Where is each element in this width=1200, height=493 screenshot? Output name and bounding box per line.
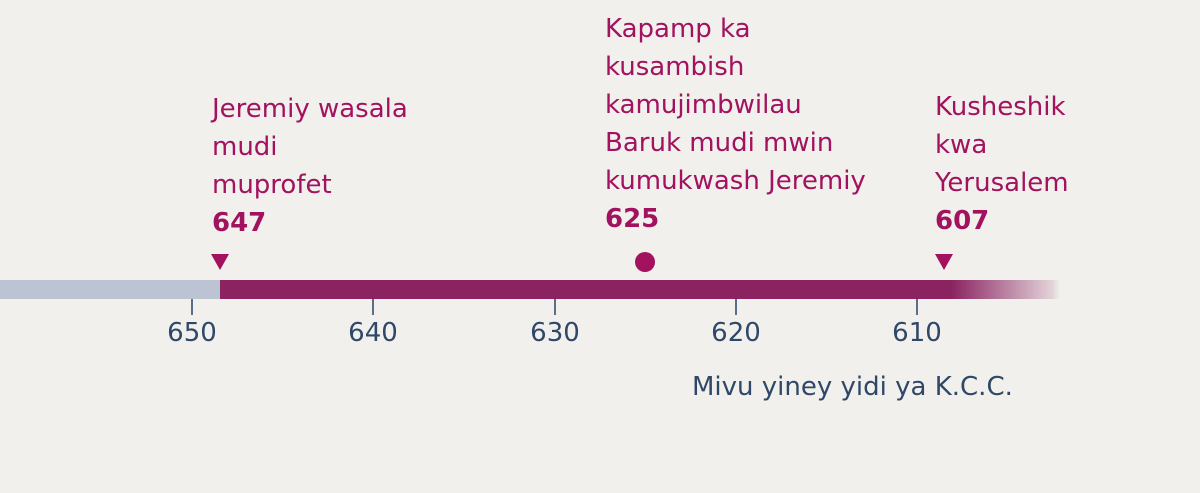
axis-tick <box>372 299 374 315</box>
event-baruch: Kapamp ka kusambish kamujimbwilau Baruk … <box>605 10 866 238</box>
event-year: 607 <box>935 206 990 236</box>
dot-marker-icon <box>635 252 655 272</box>
tick-label: 620 <box>711 318 761 348</box>
axis-tick <box>554 299 556 315</box>
tick-label: 610 <box>892 318 942 348</box>
tick-label: 640 <box>348 318 398 348</box>
event-jerusalem-destruction: Kusheshik kwa Yerusalem 607 <box>935 88 1069 240</box>
axis-tick <box>916 299 918 315</box>
axis-caption: Mivu yiney yidi ya K.C.C. <box>692 372 1013 402</box>
triangle-marker-icon <box>211 254 229 270</box>
timeline-bar-period <box>220 280 1060 299</box>
timeline-bar-before <box>0 280 220 299</box>
axis-tick <box>191 299 193 315</box>
triangle-marker-icon <box>935 254 953 270</box>
event-jeremiah-prophet: Jeremiy wasala mudi muprofet 647 <box>212 90 408 242</box>
event-label: Kusheshik kwa Yerusalem <box>935 92 1069 198</box>
axis-tick <box>735 299 737 315</box>
event-label: Jeremiy wasala mudi muprofet <box>212 94 408 200</box>
tick-label: 650 <box>167 318 217 348</box>
tick-label: 630 <box>530 318 580 348</box>
event-year: 647 <box>212 208 267 238</box>
event-year: 625 <box>605 204 660 234</box>
event-label: Kapamp ka kusambish kamujimbwilau Baruk … <box>605 14 866 196</box>
